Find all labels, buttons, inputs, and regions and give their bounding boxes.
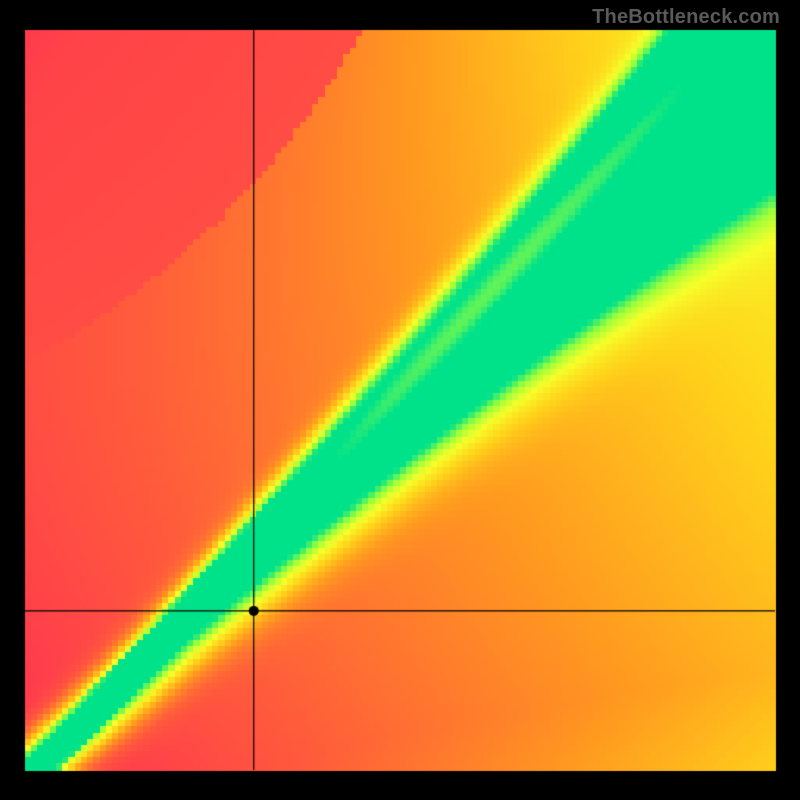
watermark-text: TheBottleneck.com — [592, 6, 780, 29]
bottleneck-heatmap — [0, 0, 800, 800]
chart-stage: TheBottleneck.com — [0, 0, 800, 800]
